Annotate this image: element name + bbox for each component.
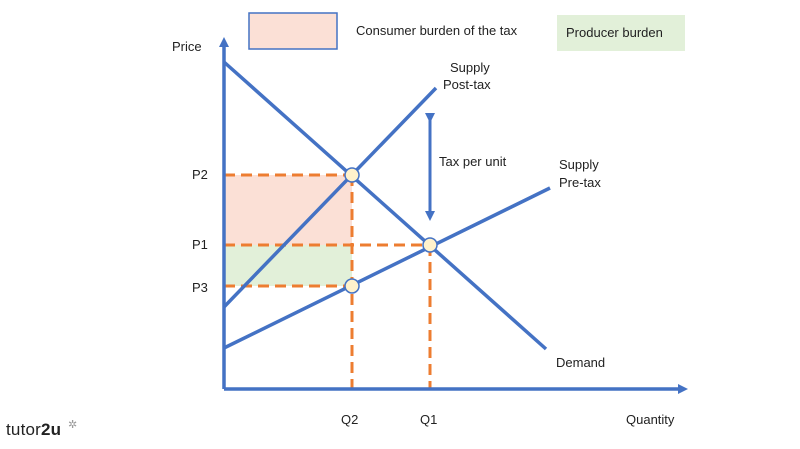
supply-pre-tax-curve	[223, 186, 551, 350]
producer-burden-legend-box	[557, 15, 685, 51]
supply-post-tax-curve	[222, 86, 438, 309]
brand-logo-text: tutor	[6, 420, 42, 439]
consumer-burden-legend-swatch	[248, 12, 338, 50]
supply-post-tax-label-line1: Supply	[450, 60, 490, 75]
consumer-burden-area	[224, 175, 352, 245]
p3-label: P3	[192, 280, 208, 295]
demand-curve	[222, 60, 548, 351]
q1-label: Q1	[420, 412, 437, 427]
x-axis-label: Quantity	[626, 412, 675, 427]
producer-burden-legend-label: Producer burden	[566, 25, 663, 40]
q2-label: Q2	[341, 412, 358, 427]
supply-post-tax-label-line2: Post-tax	[443, 77, 491, 92]
p2-label: P2	[192, 167, 208, 182]
post-tax-equilibrium-point	[344, 167, 360, 183]
supply-pre-tax-label-line2: Pre-tax	[559, 175, 601, 190]
demand-label: Demand	[556, 355, 605, 370]
producer-burden-area	[224, 245, 352, 286]
producer-price-point	[344, 278, 360, 294]
brand-logo-text-bold: 2u	[41, 420, 62, 439]
pre-tax-equilibrium-point	[422, 237, 438, 253]
tax-per-unit-label: Tax per unit	[439, 154, 507, 169]
y-axis-label: Price	[172, 39, 202, 54]
brand-sparkle-icon: ✲	[68, 419, 78, 431]
p1-label: P1	[192, 237, 208, 252]
brand-logo: tutor2u	[6, 420, 61, 440]
supply-pre-tax-label-line1: Supply	[559, 157, 599, 172]
consumer-burden-legend-label: Consumer burden of the tax	[356, 23, 518, 38]
